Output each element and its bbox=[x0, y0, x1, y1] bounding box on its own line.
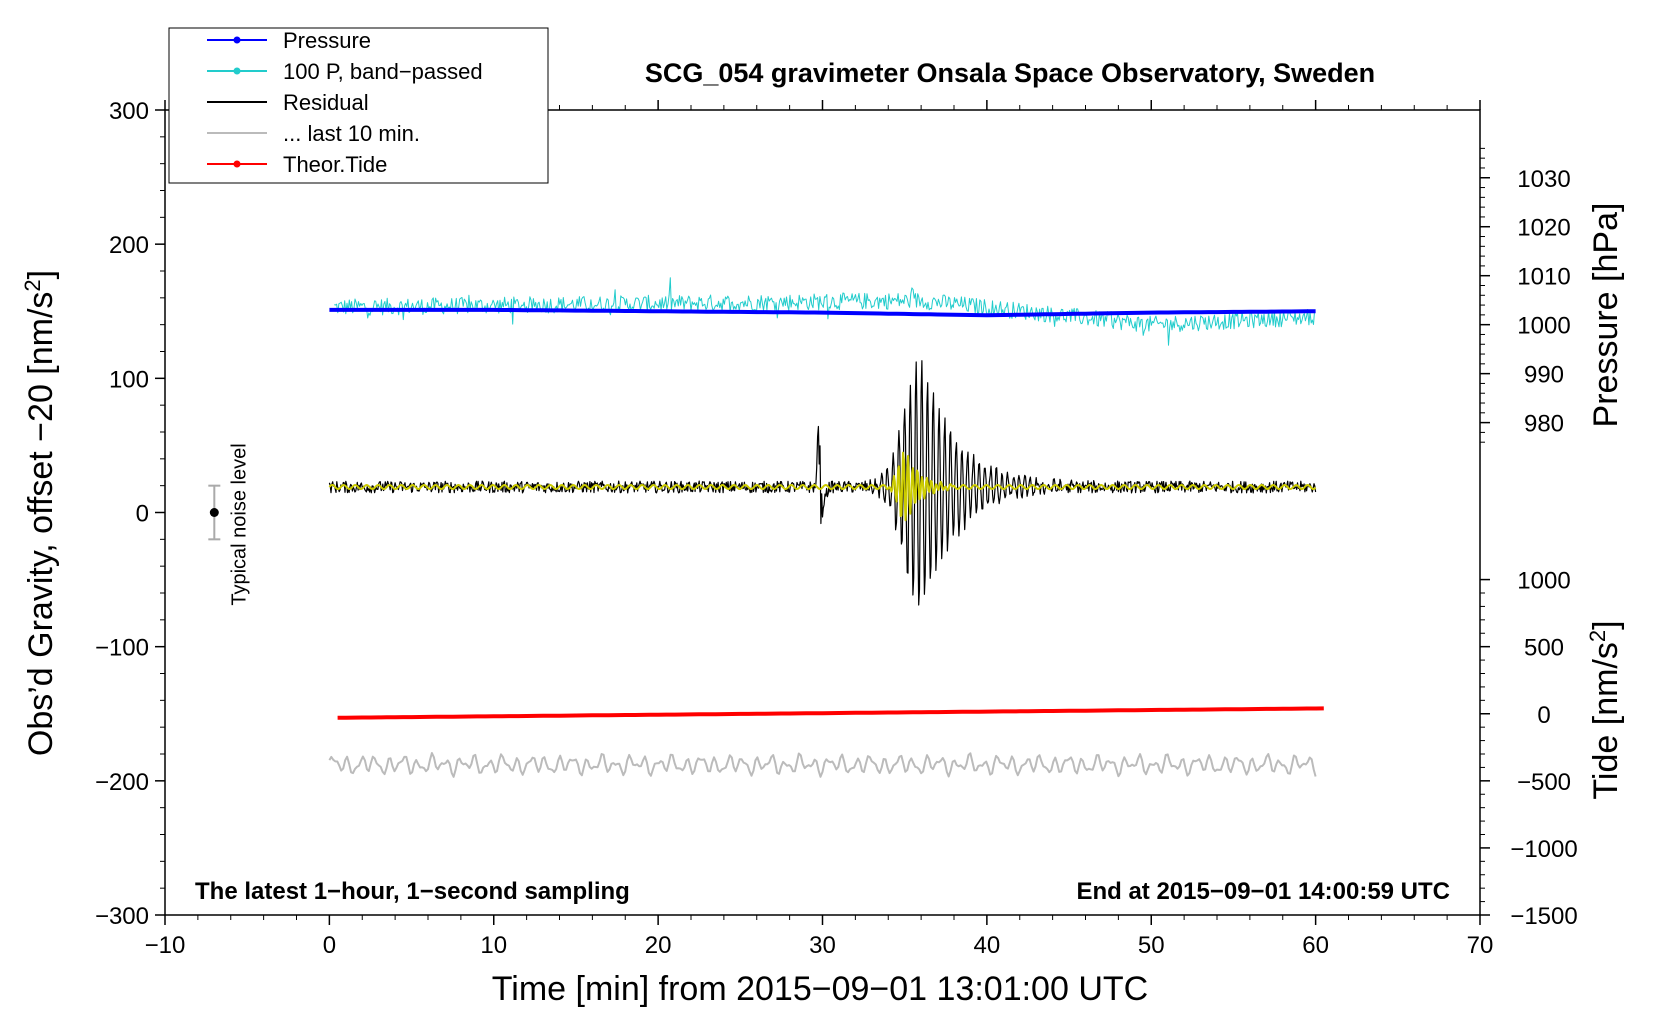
pressure-tick-label: 1030 bbox=[1517, 166, 1570, 193]
legend-label: 100 P, band−passed bbox=[283, 59, 483, 84]
series-last-10-min bbox=[328, 752, 1317, 778]
x-tick-label: 0 bbox=[323, 932, 336, 959]
pressure-tick-label: 980 bbox=[1524, 411, 1564, 438]
pressure-tick-label: 990 bbox=[1524, 362, 1564, 389]
y-axis-ticks: 300 200 100 0 −100 −200 −300 bbox=[95, 98, 165, 930]
pressure-tick-label: 1000 bbox=[1517, 313, 1570, 340]
noise-level-label: Typical noise level bbox=[228, 443, 250, 605]
tide-tick-label: −500 bbox=[1517, 769, 1571, 796]
legend-label: Pressure bbox=[283, 28, 371, 53]
x-tick-label: 50 bbox=[1138, 932, 1165, 959]
y-tick-label: 200 bbox=[109, 232, 149, 259]
pressure-axis-ticks: 1030 1020 1010 1000 990 980 bbox=[1480, 147, 1571, 443]
legend-marker bbox=[233, 67, 241, 75]
tide-tick-label: 500 bbox=[1524, 635, 1564, 662]
legend-label: Theor.Tide bbox=[283, 152, 387, 177]
noise-bar-center bbox=[209, 508, 219, 517]
x-axis-title: Time [min] from 2015−09−01 13:01:00 UTC bbox=[492, 970, 1148, 1008]
series-residual bbox=[328, 360, 1317, 606]
y-tick-label: −200 bbox=[95, 769, 149, 796]
legend-marker bbox=[233, 36, 241, 44]
legend: Pressure 100 P, band−passed Residual ... la… bbox=[168, 27, 549, 184]
y-axis-title-tide: Tide [nm/s2] bbox=[1585, 620, 1625, 799]
legend-label: ... last 10 min. bbox=[283, 121, 420, 146]
legend-box bbox=[168, 27, 549, 184]
tide-tick-label: 1000 bbox=[1517, 568, 1570, 595]
sampling-note: The latest 1−hour, 1−second sampling bbox=[195, 878, 630, 905]
tide-axis-ticks: 1000 500 0 −500 −1000 −1500 bbox=[1480, 568, 1578, 930]
legend-label: Residual bbox=[283, 90, 369, 115]
y-tick-label: 300 bbox=[109, 98, 149, 125]
x-tick-label: 40 bbox=[974, 932, 1001, 959]
y-tick-label: 0 bbox=[136, 501, 149, 528]
y-tick-label: 100 bbox=[109, 366, 149, 393]
x-tick-label: 10 bbox=[480, 932, 507, 959]
series-theor-tide bbox=[337, 706, 1324, 720]
y-axis-title-left: Obs’d Gravity, offset −20 [nm/s2] bbox=[20, 270, 60, 756]
series-layer bbox=[328, 277, 1324, 778]
pressure-tick-label: 1010 bbox=[1517, 264, 1570, 291]
noise-level-indicator: Typical noise level bbox=[208, 443, 250, 606]
y-tick-label: −100 bbox=[95, 635, 149, 662]
x-tick-label: 20 bbox=[645, 932, 672, 959]
x-tick-label: 70 bbox=[1467, 932, 1494, 959]
series-pressure bbox=[329, 307, 1316, 318]
tide-tick-label: −1000 bbox=[1510, 836, 1577, 863]
series-pressure-band-passed bbox=[334, 277, 1316, 346]
x-axis-ticks: −10 0 10 20 30 40 50 60 70 bbox=[145, 100, 1494, 959]
pressure-tick-label: 1020 bbox=[1517, 215, 1570, 242]
x-tick-label: 30 bbox=[809, 932, 836, 959]
y-tick-label: −300 bbox=[95, 903, 149, 930]
series-residual-filtered bbox=[328, 451, 1317, 522]
x-tick-label: 60 bbox=[1302, 932, 1329, 959]
x-tick-label: −10 bbox=[145, 932, 186, 959]
end-time-note: End at 2015−09−01 14:00:59 UTC bbox=[1076, 878, 1450, 905]
y-axis-title-pressure: Pressure [hPa] bbox=[1587, 203, 1625, 428]
tide-tick-label: 0 bbox=[1537, 702, 1550, 729]
legend-marker bbox=[233, 160, 241, 168]
tide-tick-label: −1500 bbox=[1510, 903, 1577, 930]
chart-title: SCG_054 gravimeter Onsala Space Observat… bbox=[645, 58, 1375, 88]
